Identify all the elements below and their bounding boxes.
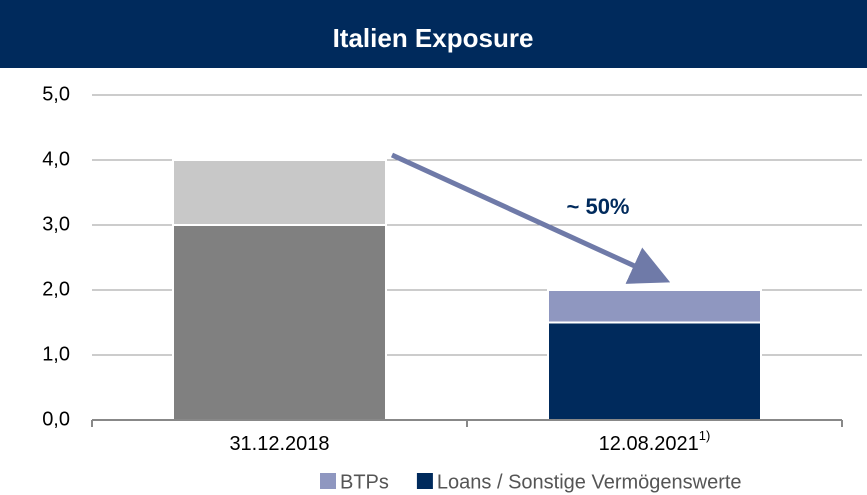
- legend-label: BTPs: [340, 471, 389, 493]
- y-tick-label: 3,0: [42, 213, 70, 235]
- bar-segment: [547, 321, 762, 421]
- x-tick-label: 31.12.2018: [229, 433, 329, 455]
- y-tick-label: 0,0: [42, 408, 70, 430]
- x-tick-superscript: 1): [699, 428, 711, 443]
- bar-segment: [547, 289, 762, 324]
- x-tick-label: 12.08.20211): [599, 428, 711, 455]
- chart-title: Italien Exposure: [333, 23, 534, 53]
- trend-arrow: [390, 152, 671, 284]
- y-tick-label: 5,0: [42, 83, 70, 105]
- bar-segment: [172, 224, 387, 421]
- legend-swatch: [320, 473, 336, 489]
- legend-label: Loans / Sonstige Vermögenswerte: [437, 471, 742, 493]
- y-tick-label: 1,0: [42, 343, 70, 365]
- bar-segment: [172, 159, 387, 226]
- y-tick-label: 2,0: [42, 278, 70, 300]
- annotation: ~ 50%: [567, 194, 630, 219]
- y-tick-label: 4,0: [42, 148, 70, 170]
- legend-swatch: [416, 473, 433, 489]
- x-tick-text: 12.08.2021: [599, 433, 699, 455]
- x-tick-text: 31.12.2018: [229, 433, 329, 455]
- title-banner: [0, 0, 867, 68]
